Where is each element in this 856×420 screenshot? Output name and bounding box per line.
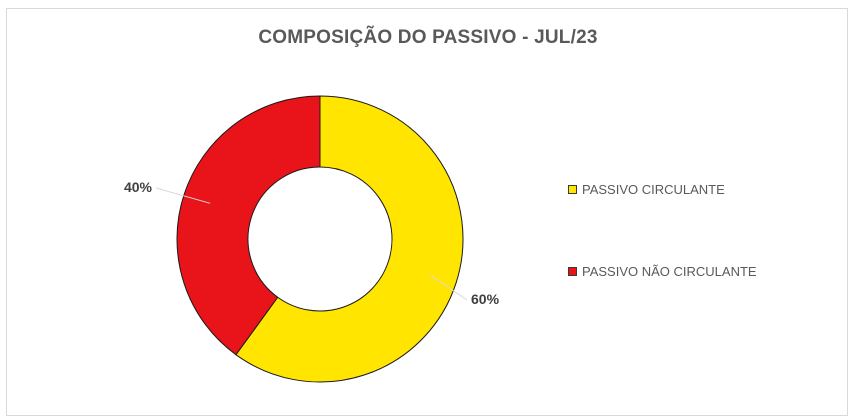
data-label-passivo-circulante: 60% <box>471 291 500 307</box>
chart-title: COMPOSIÇÃO DO PASSIVO - JUL/23 <box>258 27 598 48</box>
donut-slice-passivo-nao-circulante <box>176 95 321 356</box>
data-label-passivo-nao-circulante: 40% <box>124 179 153 195</box>
legend-label-passivo-circulante: PASSIVO CIRCULANTE <box>582 182 725 197</box>
legend-label-passivo-nao-circulante: PASSIVO NÃO CIRCULANTE <box>582 264 757 279</box>
legend-item-passivo-nao-circulante: PASSIVO NÃO CIRCULANTE <box>568 264 757 279</box>
legend-swatch-passivo-circulante <box>568 185 577 194</box>
legend-swatch-passivo-nao-circulante <box>568 267 577 276</box>
leader-line-passivo-circulante <box>429 274 468 301</box>
leader-line-passivo-nao-circulante <box>155 187 211 204</box>
donut-slice-passivo-circulante <box>235 95 464 383</box>
legend-item-passivo-circulante: PASSIVO CIRCULANTE <box>568 182 725 197</box>
